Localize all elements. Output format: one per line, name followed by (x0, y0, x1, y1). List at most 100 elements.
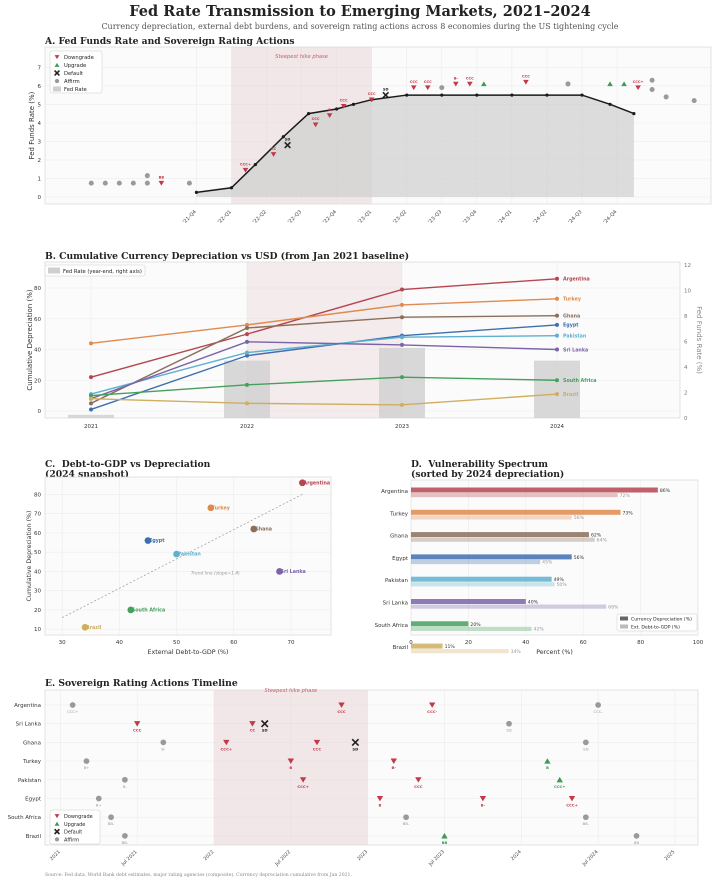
fed-rate-point (632, 112, 636, 116)
bar-value-label: 45% (542, 560, 553, 566)
series-point (400, 375, 404, 380)
downgrade-marker (568, 795, 576, 802)
bar-value-label: 42% (534, 627, 545, 633)
downgrade-marker (326, 113, 333, 118)
downgrade-marker (453, 81, 459, 87)
debt-bar (411, 515, 572, 520)
default-marker (351, 738, 360, 747)
legend-swatch (48, 267, 60, 274)
series-point (245, 382, 249, 387)
debt-bar (411, 649, 509, 654)
downgrade-marker (338, 702, 345, 708)
source-note: Source: Fed data, World Bank debt estima… (45, 873, 352, 878)
x-tick-label: Jul 2024 (581, 849, 600, 868)
x-tick-label: 2024 (550, 424, 564, 430)
legend-box (616, 613, 698, 632)
upgrade-legend-marker (54, 62, 60, 67)
y-tick-label: 5 (38, 102, 42, 108)
fed-rate-point (306, 112, 311, 116)
series-point (400, 315, 404, 320)
default-marker-stroke (54, 70, 60, 76)
event-label: BB (159, 176, 165, 180)
fed-rate-point (580, 93, 584, 97)
x-tick-label: 2021 (49, 849, 62, 862)
affirm-marker (506, 720, 512, 727)
affirm-marker (130, 180, 136, 186)
affirm-marker (116, 180, 122, 186)
panel-c-title: C. Debt-to-GDP vs Depreciation (2024 sna… (45, 459, 211, 480)
fed-rate-point (440, 93, 444, 97)
x-tick-label: 30 (59, 640, 66, 646)
y-right-tick-label: 12 (684, 263, 691, 269)
y-category-label: Sri Lanka (383, 601, 408, 607)
bar-value-label: 20% (470, 622, 481, 628)
depreciation-bar (411, 487, 658, 493)
y-right-tick-label: 8 (684, 314, 688, 320)
legend-label: Fed Rate (year-end, right axis) (63, 269, 142, 275)
hike-phase-band (214, 690, 368, 845)
fed-rate-bar (534, 360, 580, 418)
series-end-label: Sri Lanka (563, 347, 588, 353)
hike-phase-label: Steepest hike phase (264, 688, 317, 694)
depreciation-bar (411, 643, 443, 649)
affirm-marker (108, 814, 114, 821)
downgrade-marker (249, 721, 256, 727)
legend-swatch (620, 616, 628, 621)
legend-label: Downgrade (64, 55, 94, 61)
series-point (245, 325, 249, 330)
bar-value-label: 50% (557, 582, 568, 588)
y-tick-label: 20 (34, 378, 41, 384)
series-line-brazil (90, 393, 558, 406)
upgrade-marker (481, 81, 487, 87)
series-point (555, 347, 559, 352)
event-label: B (546, 765, 549, 770)
depreciation-bar (411, 509, 621, 515)
series-line-ghana (90, 314, 558, 404)
legend-label: Affirm (64, 79, 80, 85)
x-tick-label: '24-Q1 (497, 209, 513, 225)
event-label: CCC (410, 80, 418, 84)
scatter-point (207, 503, 215, 512)
event-label: CCC (368, 92, 376, 96)
y-tick-label: 60 (34, 531, 41, 537)
event-label: CCC+ (566, 803, 578, 808)
point-label: South Africa (132, 608, 165, 614)
bar-value-label: 72% (620, 493, 631, 499)
y-category-label: South Africa (375, 623, 408, 629)
depreciation-bar (411, 532, 589, 538)
bar-value-label: 86% (660, 488, 671, 494)
bar-value-label: 40% (528, 600, 539, 606)
scatter-point (249, 525, 258, 533)
x-tick-label: Jul 2021 (120, 849, 139, 868)
debt-bar (411, 604, 607, 609)
legend-label: Ext. Debt-to-GDP (%) (631, 625, 680, 631)
bar-value-label: 64% (597, 537, 608, 543)
event-label: B- (123, 784, 128, 789)
event-label: BB- (122, 840, 129, 845)
x-tick-label: '23-Q1 (357, 209, 373, 225)
event-label: B- (481, 803, 486, 808)
series-point (400, 335, 404, 340)
x-tick-label: 60 (230, 640, 237, 646)
downgrade-marker (467, 81, 473, 87)
downgrade-marker (390, 758, 397, 764)
event-label: CC (271, 147, 277, 151)
downgrade-marker (313, 739, 321, 746)
y-right-tick-label: 4 (684, 365, 688, 371)
y-axis-label: Cumulative Depreciation (%) (26, 510, 33, 601)
x-tick-label: '22-Q1 (217, 209, 233, 225)
downgrade-marker (133, 721, 141, 727)
y-tick-label: 0 (38, 195, 42, 201)
event-label: BB- (403, 821, 410, 826)
event-label: CCC+ (221, 746, 233, 751)
series-end-label: Argentina (563, 277, 590, 283)
fed-rate-point (545, 93, 549, 97)
point-label: Argentina (303, 480, 330, 486)
default-marker-stroke (351, 738, 360, 747)
y-tick-label: 6 (38, 84, 42, 90)
series-point (89, 401, 93, 406)
debt-bar (411, 493, 618, 498)
downgrade-legend-marker (54, 814, 60, 819)
y-tick-label: 7 (38, 65, 42, 71)
affirm-marker (69, 702, 76, 708)
